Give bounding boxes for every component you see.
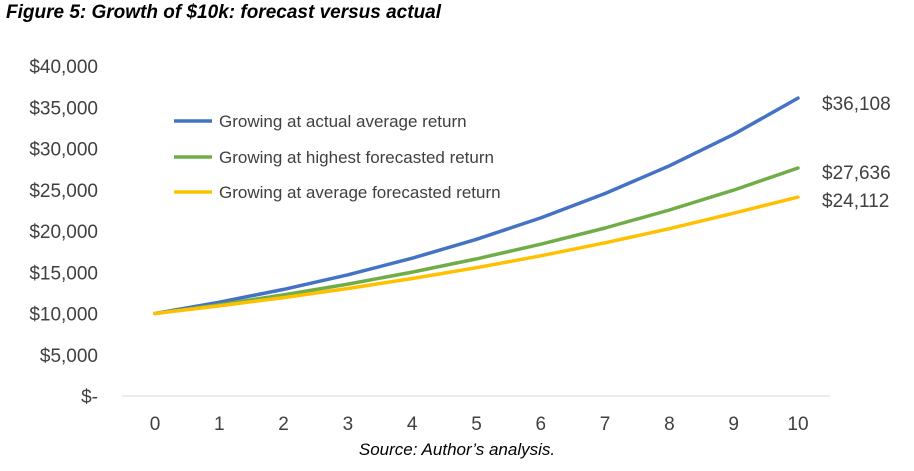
y-tick-label: $20,000	[29, 222, 98, 243]
x-tick-label: 0	[150, 414, 161, 435]
legend: Growing at actual average return Growing …	[174, 112, 501, 202]
x-tick-label: 4	[407, 414, 418, 435]
legend-label: Growing at highest forecasted return	[219, 148, 494, 167]
x-tick-label: 9	[728, 414, 739, 435]
y-tick-label: $10,000	[29, 305, 98, 326]
y-axis-ticks: $- $5,000 $10,000 $15,000 $20,000 $25,000 $30,…	[29, 57, 98, 408]
end-value-label: $24,112	[822, 191, 889, 212]
x-tick-label: 5	[471, 414, 482, 435]
x-tick-label: 1	[214, 414, 225, 435]
y-tick-label: $-	[81, 387, 98, 408]
x-tick-label: 7	[600, 414, 611, 435]
y-tick-label: $35,000	[29, 98, 98, 119]
legend-label: Growing at average forecasted return	[219, 183, 501, 202]
y-tick-label: $30,000	[29, 140, 98, 161]
x-tick-label: 8	[664, 414, 675, 435]
x-tick-label: 3	[343, 414, 354, 435]
source-note: Source: Author’s analysis.	[358, 440, 556, 459]
figure-title: Figure 5: Growth of $10k: forecast versu…	[6, 2, 442, 23]
series-line	[153, 166, 800, 316]
y-tick-label: $25,000	[29, 181, 98, 202]
y-tick-label: $5,000	[40, 346, 98, 367]
end-value-label: $27,636	[822, 163, 891, 184]
x-tick-label: 10	[787, 414, 808, 435]
series-lines	[153, 96, 800, 316]
series-line	[153, 195, 800, 316]
end-value-label: $36,108	[822, 94, 891, 115]
y-tick-label: $15,000	[29, 263, 98, 284]
x-axis-ticks: 0 1 2 3 4 5 6 7 8 9 10	[150, 414, 809, 435]
x-tick-label: 2	[278, 414, 289, 435]
y-tick-label: $40,000	[29, 57, 98, 78]
end-value-labels: $36,108 $27,636 $24,112	[822, 94, 891, 212]
x-tick-label: 6	[536, 414, 547, 435]
series-line	[153, 96, 800, 316]
legend-label: Growing at actual average return	[219, 112, 467, 131]
